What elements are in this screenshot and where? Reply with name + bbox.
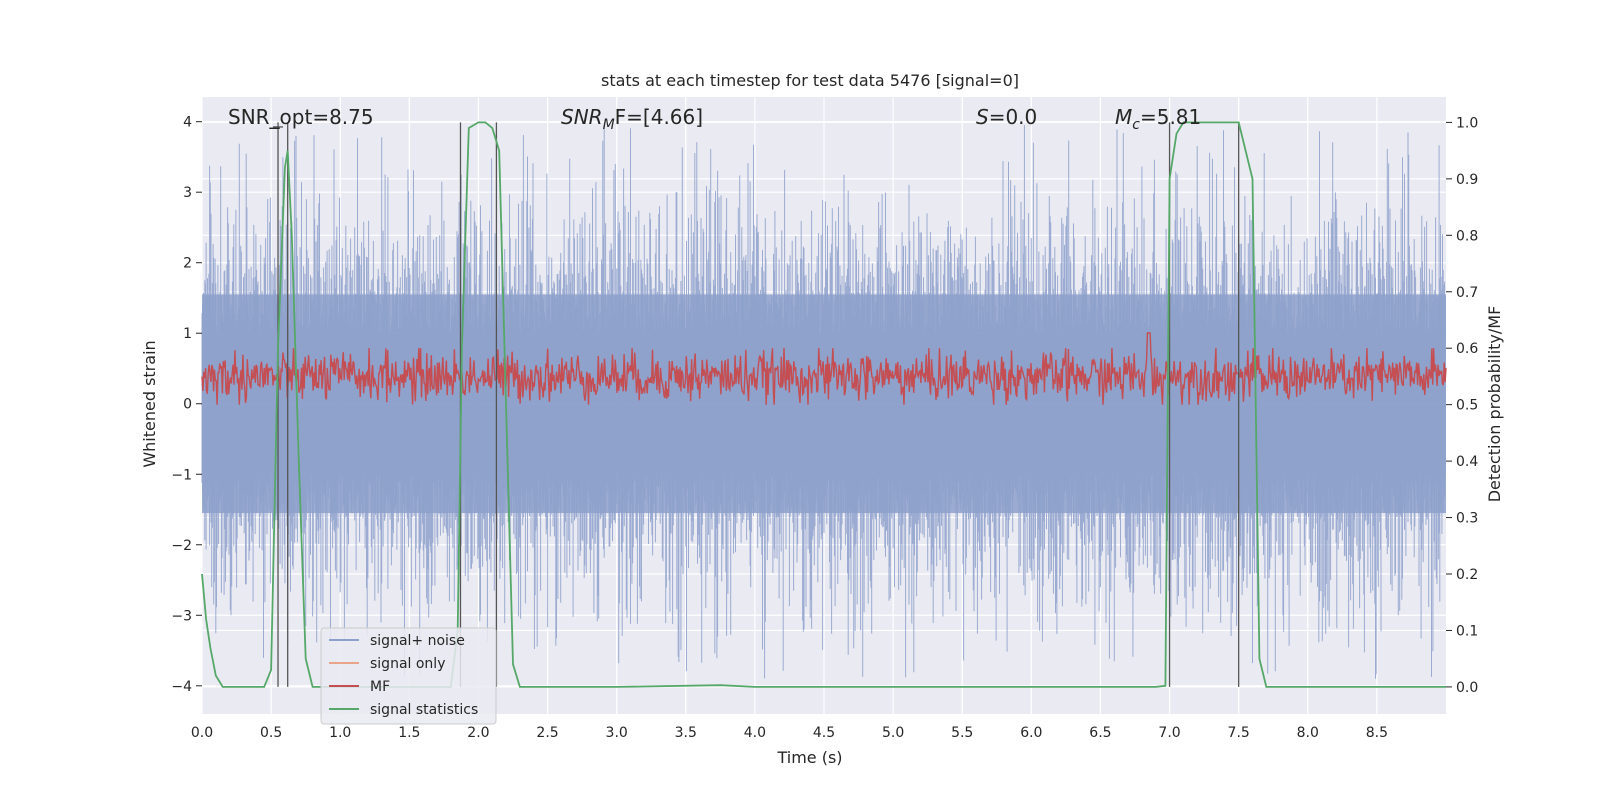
x-tick-label: 2.0	[467, 725, 489, 741]
y-right-tick-label: 0.6	[1456, 341, 1478, 357]
x-tick-label: 5.0	[882, 725, 904, 741]
y-left-tick-label: −3	[171, 608, 192, 624]
x-tick-label: 8.5	[1366, 725, 1388, 741]
legend-label-signal-noise: signal+ noise	[370, 633, 465, 649]
mc-sub: c	[1132, 117, 1140, 133]
x-tick-label: 1.5	[398, 725, 420, 741]
y-right-tick-label: 0.2	[1456, 567, 1478, 583]
y-left-tick-label: 2	[183, 256, 192, 272]
x-tick-label: 0.5	[260, 725, 282, 741]
y-right-tick-label: 0.1	[1456, 623, 1478, 639]
x-tick-label: 7.5	[1228, 725, 1250, 741]
snr-mf-sub: M	[603, 117, 615, 133]
y-right-tick-label: 0.8	[1456, 228, 1478, 244]
x-tick-label: 7.0	[1158, 725, 1180, 741]
y-left-tick-label: 1	[183, 326, 192, 342]
x-tick-label: 2.5	[536, 725, 558, 741]
legend-label-signal-only: signal only	[370, 656, 445, 672]
y-left-tick-label: −1	[171, 467, 192, 483]
mc-label: M	[1115, 105, 1132, 129]
x-tick-label: 4.0	[744, 725, 766, 741]
x-tick-label: 6.5	[1089, 725, 1111, 741]
signal-statistics-series	[201, 121, 1446, 688]
signal-statistics-line	[201, 121, 1446, 688]
y-right-tick-label: 0.3	[1456, 511, 1478, 527]
axis-ticks: 0.0 0.5 1.0 1.5 2.0 2.5 3.0 3.5 4.0 4.5 5.0 5.5 6.0 6…	[171, 115, 1478, 741]
chart-title: stats at each timestep for test data 547…	[601, 71, 1019, 90]
mc-value: =5.81	[1140, 105, 1201, 129]
y-left-tick-label: 4	[183, 115, 192, 131]
legend-label-signal-statistics: signal statistics	[370, 702, 478, 718]
y-left-tick-label: −4	[171, 679, 192, 695]
y-right-tick-label: 0.0	[1456, 680, 1478, 696]
snr-mf-label: SNR	[561, 105, 603, 129]
x-tick-label: 3.0	[606, 725, 628, 741]
y-left-tick-label: −2	[171, 538, 192, 554]
x-tick-label: 6.0	[1020, 725, 1042, 741]
y-axis-label-left: Whitened strain	[140, 340, 159, 467]
x-tick-label: 4.5	[813, 725, 835, 741]
y-axis-label-right: Detection probability/MF	[1485, 306, 1504, 503]
snr-mf-value: F=[4.66]	[615, 105, 703, 129]
y-left-tick-label: 3	[183, 185, 192, 201]
x-tick-label: 3.5	[675, 725, 697, 741]
annotation-snr-mf: SNRMF=[4.66]	[561, 105, 703, 133]
y-right-tick-label: 1.0	[1456, 115, 1478, 131]
x-axis-label: Time (s)	[776, 748, 842, 767]
annotation-mc: Mc=5.81	[1115, 105, 1201, 133]
legend-box	[320, 627, 497, 725]
y-left-tick-label: 0	[183, 397, 192, 413]
s-label: S	[976, 105, 989, 129]
y-right-tick-label: 0.4	[1456, 454, 1478, 470]
s-value: =0.0	[989, 105, 1038, 129]
y-right-tick-label: 0.7	[1456, 285, 1478, 301]
x-tick-label: 8.0	[1297, 725, 1319, 741]
legend-label-mf: MF	[370, 679, 390, 695]
legend: signal+ noise signal only MF signal stat…	[320, 627, 497, 725]
annotation-snr-opt: SNR_opt=8.75	[228, 105, 374, 129]
x-tick-label: 5.5	[951, 725, 973, 741]
y-right-tick-label: 0.5	[1456, 398, 1478, 414]
y-right-tick-label: 0.9	[1456, 172, 1478, 188]
annotation-s: S=0.0	[976, 105, 1037, 129]
x-tick-label: 0.0	[191, 725, 213, 741]
x-tick-label: 1.0	[329, 725, 351, 741]
